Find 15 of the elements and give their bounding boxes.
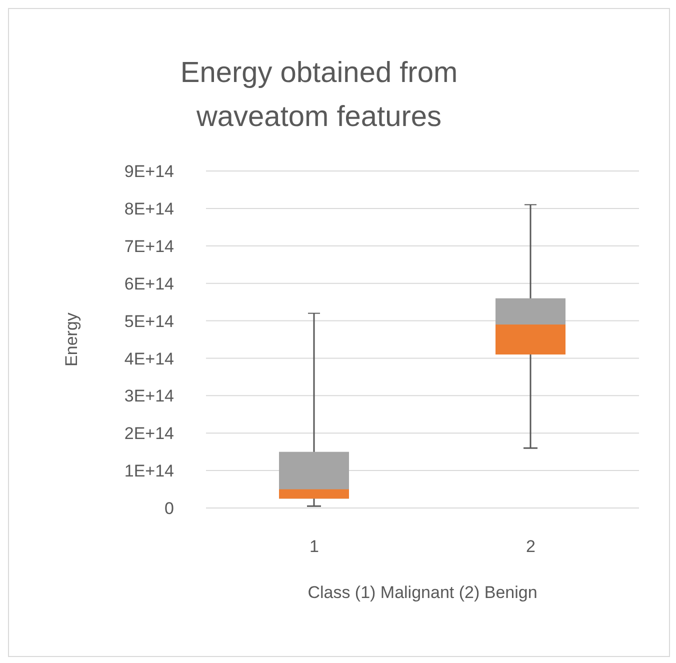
x-tick-label: 2 [526,537,536,556]
y-tick-label: 1E+14 [124,462,174,481]
y-tick-label: 0 [164,499,174,518]
y-tick-label: 5E+14 [124,312,174,331]
y-tick-label: 2E+14 [124,424,174,444]
y-tick-label: 3E+14 [124,386,174,406]
x-tick-label: 1 [310,537,319,556]
y-tick-label: 7E+14 [124,236,174,256]
y-tick-label: 9E+14 [124,162,174,182]
y-tick-label: 4E+14 [124,349,174,368]
chart-title: Energy obtained from waveatom features [179,56,459,135]
x-axis-title: Class (1) Malignant (2) Benign [308,583,538,602]
y-tick-label: 8E+14 [124,199,174,218]
y-tick-label: 6E+14 [124,274,174,294]
y-axis-title: Energy [62,312,82,366]
